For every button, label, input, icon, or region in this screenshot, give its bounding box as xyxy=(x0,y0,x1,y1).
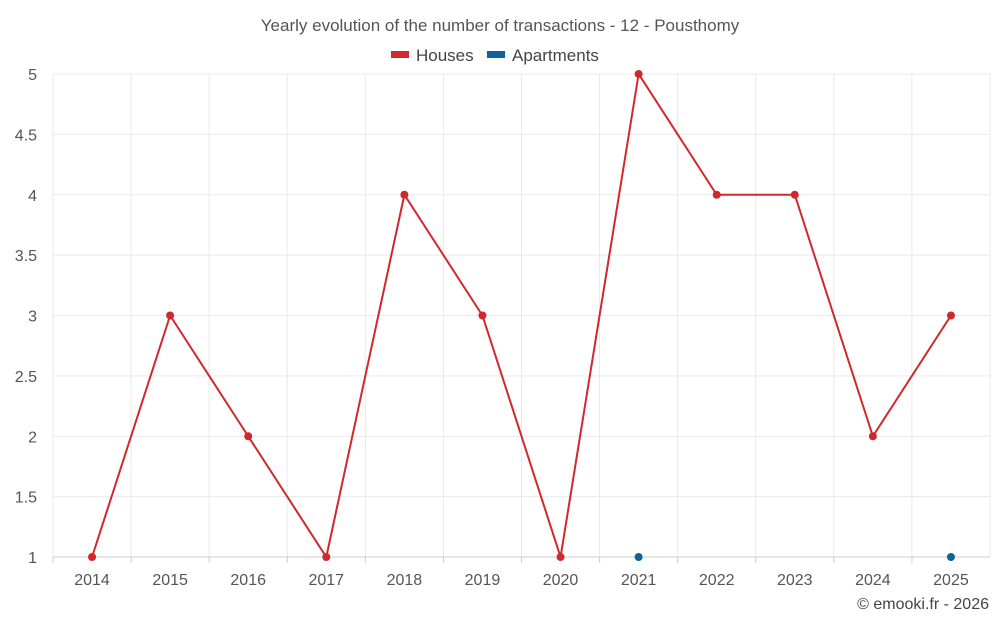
credit-text: © emooki.fr - 2026 xyxy=(857,596,989,613)
legend-label-houses[interactable]: Houses xyxy=(416,46,474,65)
x-tick-label: 2015 xyxy=(152,572,188,589)
x-tick-label: 2022 xyxy=(699,572,735,589)
y-tick-label: 4.5 xyxy=(15,127,37,144)
x-tick-label: 2020 xyxy=(543,572,579,589)
chart-title: Yearly evolution of the number of transa… xyxy=(261,16,740,35)
data-point-houses[interactable] xyxy=(712,190,721,199)
data-point-houses[interactable] xyxy=(790,190,799,199)
y-tick-label: 4 xyxy=(28,188,37,205)
data-point-apartments[interactable] xyxy=(634,553,643,561)
x-tick-label: 2024 xyxy=(855,572,891,589)
y-tick-label: 2 xyxy=(28,429,37,446)
data-point-houses[interactable] xyxy=(88,553,97,561)
series-houses xyxy=(88,70,955,561)
x-tick-label: 2018 xyxy=(387,572,423,589)
y-tick-label: 1.5 xyxy=(15,490,37,507)
legend-swatch-houses[interactable] xyxy=(391,51,409,58)
x-tick-label: 2014 xyxy=(74,572,110,589)
data-point-houses[interactable] xyxy=(868,432,877,441)
data-point-houses[interactable] xyxy=(478,311,487,320)
y-tick-label: 3 xyxy=(28,309,37,326)
data-point-houses[interactable] xyxy=(634,70,643,78)
y-tick-label: 5 xyxy=(28,67,37,84)
data-point-apartments[interactable] xyxy=(946,553,955,561)
legend-swatch-apartments[interactable] xyxy=(487,51,505,58)
x-tick-label: 2017 xyxy=(308,572,344,589)
x-tick-label: 2023 xyxy=(777,572,813,589)
x-tick-label: 2016 xyxy=(230,572,266,589)
grid xyxy=(52,73,991,557)
y-tick-label: 3.5 xyxy=(15,248,37,265)
x-tick-label: 2019 xyxy=(465,572,501,589)
legend-label-apartments[interactable]: Apartments xyxy=(512,46,599,65)
series-apartments xyxy=(634,553,955,561)
axes: 1 1.5 2 2.5 3 3.5 4 4.5 5 2014 2015 2016 2017 2018 201… xyxy=(15,67,990,589)
data-point-houses[interactable] xyxy=(946,311,955,320)
data-point-houses[interactable] xyxy=(244,432,253,441)
y-tick-label: 2.5 xyxy=(15,369,37,386)
data-point-houses[interactable] xyxy=(400,190,409,199)
data-point-houses[interactable] xyxy=(322,553,331,561)
series-line-houses xyxy=(91,71,952,560)
data-point-houses[interactable] xyxy=(556,553,565,561)
legend: Houses Apartments xyxy=(391,46,599,65)
x-tick-label: 2025 xyxy=(933,572,969,589)
x-tick-label: 2021 xyxy=(621,572,657,589)
data-point-houses[interactable] xyxy=(166,311,175,320)
y-tick-label: 1 xyxy=(28,550,37,567)
series xyxy=(88,70,955,561)
